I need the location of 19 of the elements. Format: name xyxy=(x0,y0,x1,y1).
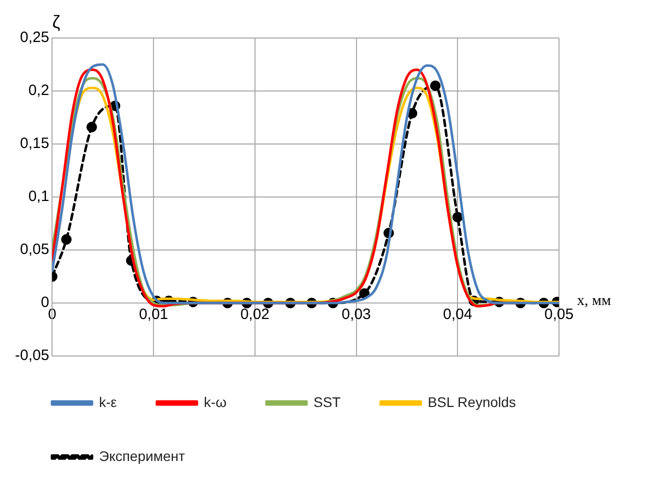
legend-label: k-ω xyxy=(204,394,227,410)
legend-label: SST xyxy=(313,394,342,410)
x-tick-label: 0,03 xyxy=(342,306,371,324)
x-axis-title: x, мм xyxy=(577,292,612,309)
y-tick-label: 0,25 xyxy=(20,29,50,46)
y-tick-label: 0,1 xyxy=(28,188,50,206)
x-tick-label: 0,01 xyxy=(138,306,168,324)
y-tick-label: 0,15 xyxy=(20,135,50,152)
x-tick-label: 0,04 xyxy=(443,306,472,324)
legend-label: BSL Reynolds xyxy=(428,394,516,410)
y-tick-label: 0,2 xyxy=(28,82,50,100)
y-tick-label: 0 xyxy=(40,294,50,312)
y-tick-label: 0,05 xyxy=(20,241,50,258)
legend-label: Эксперимент xyxy=(99,448,186,464)
legend-label: k-ε xyxy=(99,394,117,410)
x-tick-label: 0,05 xyxy=(544,306,574,324)
x-tick-label: 0,02 xyxy=(240,306,270,324)
y-tick-label: -0,05 xyxy=(14,347,50,364)
y-axis-title: ζ xyxy=(52,12,60,32)
